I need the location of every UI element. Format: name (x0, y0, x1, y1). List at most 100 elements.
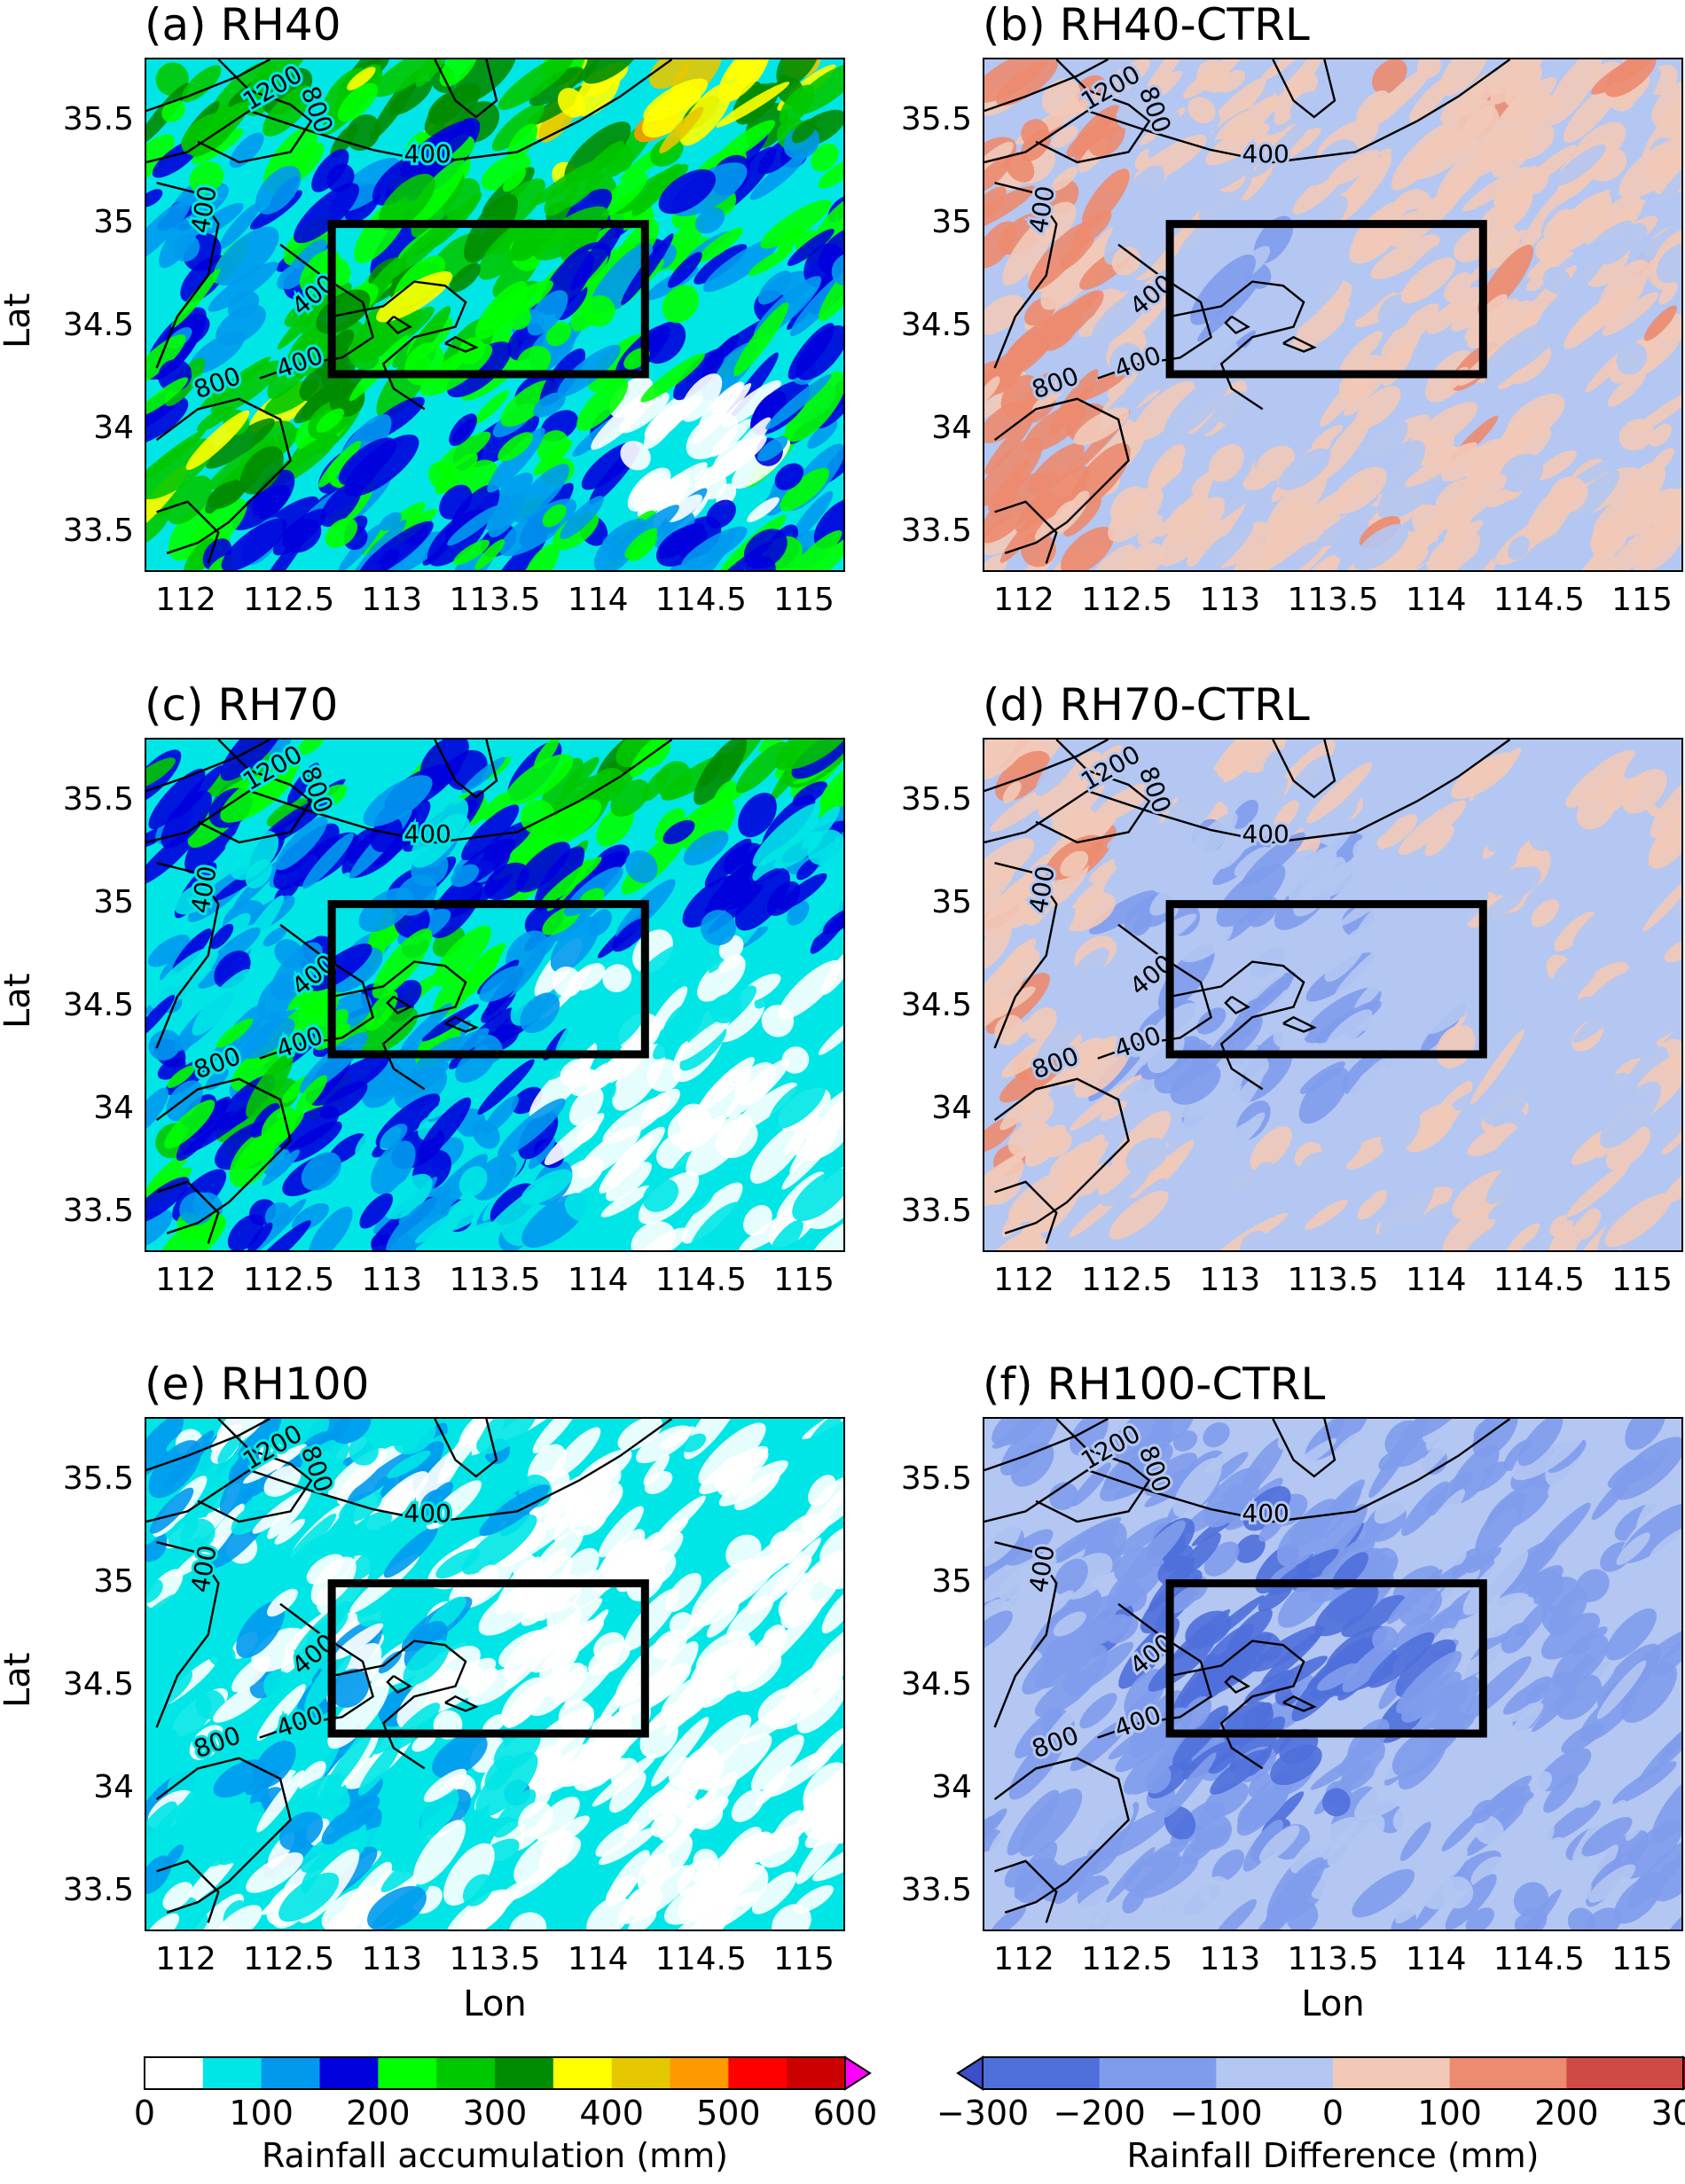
x-tick-label: 113 (1199, 582, 1261, 618)
shaded-cell (349, 334, 410, 402)
shaded-cell (984, 141, 1014, 192)
shaded-cell (533, 392, 566, 418)
shaded-cell (258, 1441, 286, 1470)
shaded-cell (302, 833, 354, 889)
shaded-cell (1054, 1558, 1088, 1596)
shaded-cell (726, 1594, 774, 1641)
shaded-cell (599, 172, 648, 217)
shaded-cell (699, 381, 744, 428)
shaded-cell (163, 1844, 184, 1869)
shaded-cell (255, 166, 302, 215)
shaded-cell (1108, 486, 1164, 543)
shaded-cell (710, 540, 772, 570)
shaded-cell (1604, 59, 1657, 98)
shaded-cell (1528, 1726, 1567, 1771)
shaded-cell (1576, 961, 1629, 1004)
shaded-cell (339, 1491, 382, 1523)
shaded-cell (1195, 521, 1254, 570)
shaded-cell (276, 1533, 335, 1595)
shaded-cell (1299, 1061, 1346, 1094)
shaded-cell (1509, 941, 1540, 967)
shaded-cell (635, 1425, 692, 1464)
shaded-cell (1478, 971, 1541, 1023)
shaded-cell (1473, 1419, 1497, 1444)
x-tick-label: 115 (1611, 582, 1673, 618)
shaded-cell (1143, 1452, 1197, 1496)
shaded-cell (1106, 814, 1163, 849)
shaded-cell (589, 243, 654, 315)
x-axis-label: Lon (1301, 1984, 1365, 2024)
shaded-cell (379, 512, 402, 531)
x-tick-label: 114 (1405, 1262, 1467, 1298)
shaded-cell (807, 829, 843, 865)
shaded-cell (601, 518, 647, 551)
shaded-cell (623, 1786, 674, 1838)
shaded-cell (802, 1419, 842, 1465)
x-tick-label: 113 (361, 1941, 423, 1977)
shaded-cell (818, 1014, 843, 1055)
shaded-cell (1395, 243, 1444, 294)
shaded-cell (393, 1419, 436, 1455)
shaded-cell (1186, 812, 1238, 865)
shaded-cell (1507, 1703, 1544, 1742)
shaded-cell (1196, 1007, 1227, 1035)
shaded-cell (1298, 1067, 1350, 1124)
shaded-field (146, 740, 843, 1250)
shaded-cell (807, 420, 838, 449)
x-tick-label: 112 (155, 1941, 216, 1977)
analysis-box (1165, 1579, 1487, 1738)
shaded-cell (1664, 939, 1681, 963)
shaded-cell (818, 160, 843, 189)
shaded-cell (1436, 1532, 1467, 1566)
shaded-cell (1311, 1856, 1369, 1899)
shaded-cell (274, 1518, 306, 1545)
shaded-cell (1406, 1425, 1464, 1486)
shaded-cell (1316, 1663, 1360, 1691)
shaded-cell (1434, 1800, 1458, 1824)
shaded-cell (1620, 223, 1648, 250)
x-tick-label: 113 (1199, 1262, 1261, 1298)
shaded-cell (266, 1588, 298, 1617)
shaded-cell (279, 1450, 334, 1509)
colorbar-segment (145, 2057, 204, 2089)
shaded-cell (537, 799, 602, 849)
shaded-cell (734, 1472, 780, 1511)
shaded-cell (1136, 1707, 1193, 1753)
shaded-cell (146, 509, 170, 549)
shaded-cell (1355, 766, 1403, 810)
shaded-cell (387, 1450, 431, 1479)
x-tick-label: 112.5 (243, 582, 335, 618)
shaded-cell (1044, 1685, 1101, 1742)
shaded-cell (506, 222, 559, 262)
shaded-cell (602, 964, 632, 992)
shaded-cell (646, 1641, 699, 1706)
contour-line (994, 500, 1058, 564)
shaded-cell (1650, 778, 1681, 838)
contour-line (1272, 740, 1336, 799)
map-area: 1200 800 400 400 400 400 800 (983, 738, 1683, 1252)
shaded-cell (396, 1668, 457, 1729)
y-tick-label: 33.5 (900, 512, 972, 549)
shaded-cell (1651, 80, 1681, 129)
shaded-cell (347, 339, 380, 371)
shaded-cell (483, 1179, 554, 1239)
shaded-cell (332, 1419, 372, 1444)
shaded-cell (1504, 64, 1542, 106)
shaded-cell (1109, 1419, 1177, 1460)
shaded-cell (600, 1185, 651, 1217)
shaded-cell (500, 1677, 545, 1727)
shaded-cell (1448, 549, 1494, 570)
shaded-cell (1567, 1907, 1595, 1930)
shaded-cell (631, 163, 681, 217)
contour-line (1224, 995, 1250, 1015)
shaded-cell (282, 239, 327, 290)
shaded-cell (213, 1759, 266, 1798)
shaded-cell (1465, 1907, 1494, 1930)
shaded-cell (1258, 1225, 1308, 1250)
shaded-cell (1436, 1567, 1480, 1609)
shaded-cell (428, 461, 458, 493)
shaded-cell (662, 819, 695, 845)
shaded-cell (235, 819, 258, 842)
shaded-cell (739, 1205, 811, 1250)
shaded-cell (515, 346, 552, 379)
